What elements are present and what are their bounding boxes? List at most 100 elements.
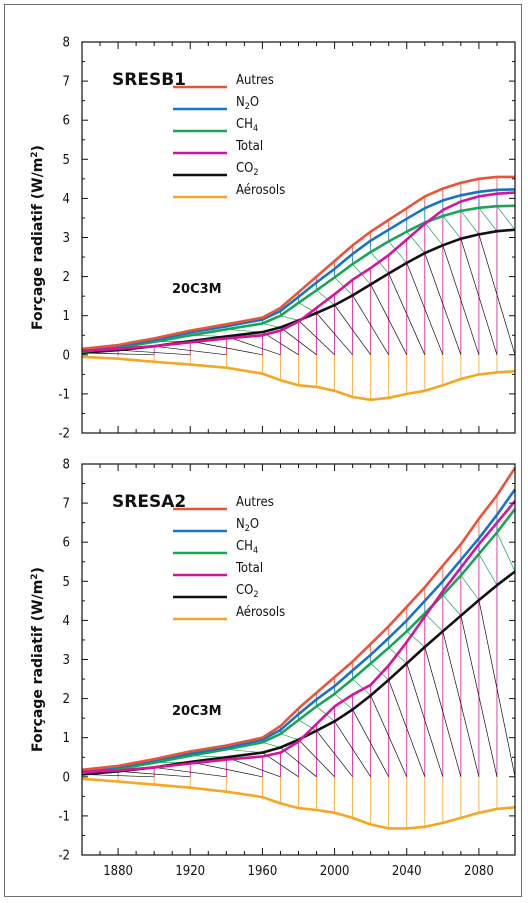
y-axis-label: Forçage radiatif (W/m2) (30, 145, 46, 330)
series-line-2-4 (81, 570, 516, 776)
y-tick-label: 3 (63, 653, 70, 668)
ch4-hatch (496, 206, 516, 230)
y-tick-label: 2 (63, 270, 70, 285)
ch4-hatch (226, 749, 263, 753)
legend-label: CH4 (236, 539, 258, 556)
legend-label: N2O (236, 517, 259, 534)
co2-hatch (478, 599, 516, 777)
co2-hatch (424, 253, 462, 355)
x-tick-label: 2000 (320, 864, 350, 879)
y-tick-label: -1 (58, 809, 70, 824)
legend-label: N2O (236, 95, 259, 112)
ch4-hatch (442, 594, 462, 616)
co2-hatch (406, 262, 444, 355)
legend-label: CH4 (236, 117, 258, 134)
ch4-hatch (406, 631, 426, 648)
co2-hatch (190, 340, 263, 356)
hatch-lines (81, 176, 516, 400)
ch4-hatch (424, 222, 444, 246)
series-line-2-1 (81, 488, 517, 773)
y-tick-label: 5 (63, 153, 70, 168)
co2-hatch (388, 273, 426, 355)
x-tick-label: 2040 (392, 864, 422, 879)
co2-hatch (280, 327, 317, 356)
series-line-1-1 (81, 188, 516, 352)
co2-hatch (118, 770, 191, 778)
co2-hatch (370, 284, 408, 355)
legend-label: Aérosols (236, 183, 285, 198)
series-line-2-2 (81, 508, 517, 775)
co2-hatch (154, 345, 227, 356)
ch4-hatch (370, 663, 389, 681)
co2-hatch (118, 349, 191, 356)
y-tick-label: -2 (58, 849, 70, 864)
co2-hatch (280, 747, 317, 778)
series-line-1-4 (81, 228, 516, 355)
legend-label: Autres (236, 73, 274, 88)
ch4-hatch (496, 532, 516, 572)
ch4-hatch (460, 210, 480, 235)
figure-frame (4, 4, 522, 897)
panel-title: SRESA2 (112, 492, 186, 512)
series-line-1-5 (81, 355, 516, 402)
legend-label: CO2 (236, 583, 259, 600)
y-tick-label: 8 (63, 36, 70, 51)
series-line-2-5 (81, 777, 516, 830)
co2-hatch (81, 774, 155, 778)
series-line-2-0 (81, 467, 517, 772)
ch4-hatch (280, 733, 299, 740)
y-tick-label: 0 (63, 770, 70, 785)
legend-label: Total (235, 139, 263, 154)
ch4-hatch (406, 231, 426, 254)
y-tick-label: 4 (63, 192, 70, 207)
co2-hatch (226, 336, 281, 356)
co2-hatch (460, 238, 498, 355)
legend-label: Aérosols (236, 605, 285, 620)
ch4-hatch (478, 553, 498, 586)
co2-hatch (424, 646, 462, 777)
co2-hatch (370, 695, 408, 777)
co2-hatch (478, 234, 516, 355)
x-tick-label: 1920 (175, 864, 205, 879)
ch4-hatch (478, 207, 498, 232)
legend-label: CO2 (236, 161, 259, 178)
chart-panel-1: 8 7 6 5 4 3 2 1 0 -1 -2 Forçage radiatif (W/m2) SRES… (30, 36, 516, 442)
ch4-hatch (442, 215, 462, 239)
series-line-1-2 (81, 204, 516, 353)
co2-hatch (190, 761, 263, 778)
ch4-hatch (280, 315, 299, 321)
y-tick-label: 5 (63, 575, 70, 590)
annotation-20c3m: 20C3M (172, 282, 222, 297)
y-tick-label: -2 (58, 427, 70, 442)
y-tick-label: 6 (63, 536, 70, 551)
co2-hatch (334, 304, 371, 356)
ch4-hatch (262, 323, 281, 328)
co2-hatch (298, 739, 335, 778)
ch4-hatch (388, 241, 408, 264)
ch4-hatch (316, 290, 335, 306)
y-tick-label: 7 (63, 75, 70, 90)
y-tick-label: 2 (63, 692, 70, 707)
chart-panel-2: 8 7 6 5 4 3 2 1 0 -1 -2 1880 1920 1960 2000 2040 2080 For… (30, 458, 517, 879)
y-tick-label: 4 (63, 614, 70, 629)
ch4-hatch (298, 719, 317, 731)
legend-label: Total (235, 561, 263, 576)
y-tick-label: -1 (58, 387, 70, 402)
y-axis-label: Forçage radiatif (W/m2) (30, 567, 46, 752)
co2-hatch (442, 245, 480, 355)
co2-hatch (316, 730, 353, 778)
co2-hatch (262, 331, 299, 356)
series-line-1-3 (81, 191, 516, 353)
co2-hatch (298, 320, 335, 356)
series-line-1-0 (81, 175, 515, 351)
co2-hatch (226, 756, 281, 778)
ch4-hatch (352, 678, 371, 696)
co2-hatch (352, 295, 390, 355)
co2-hatch (154, 767, 227, 778)
series-line-2-3 (81, 500, 516, 774)
annotation-20c3m: 20C3M (172, 704, 222, 719)
hatch-lines (81, 467, 516, 829)
y-tick-label: 1 (63, 731, 70, 746)
y-tick-label: 7 (63, 497, 70, 512)
co2-hatch (352, 709, 390, 777)
